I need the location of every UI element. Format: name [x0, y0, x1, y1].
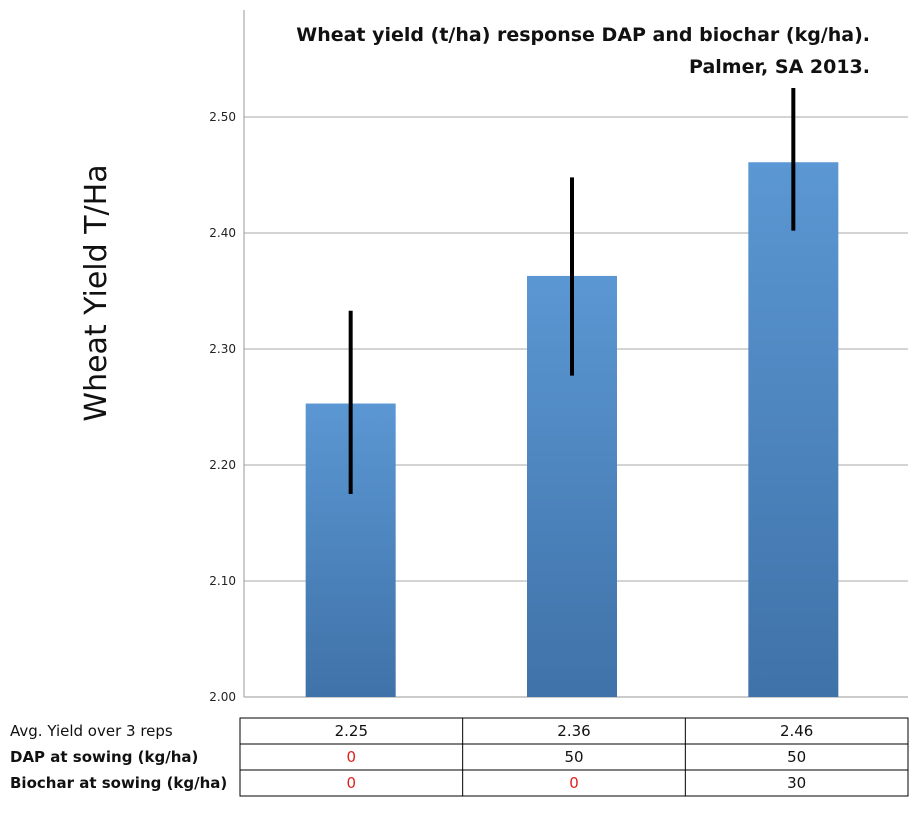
table-cell-value: 2.36 [557, 722, 590, 740]
table-row-label: Biochar at sowing (kg/ha) [10, 774, 227, 792]
table-row-label: Avg. Yield over 3 reps [10, 722, 173, 740]
y-tick-label: 2.00 [209, 690, 236, 704]
table-cell-value: 50 [787, 748, 806, 766]
chart-title-line-2: Palmer, SA 2013. [689, 56, 870, 78]
y-tick-label: 2.30 [209, 342, 236, 356]
table-cell-value: 0 [347, 748, 357, 766]
data-table-border [239, 717, 909, 797]
table-cell-value: 0 [347, 774, 357, 792]
y-axis-title: Wheat Yield T/Ha [79, 164, 114, 421]
table-row-label: DAP at sowing (kg/ha) [10, 748, 198, 766]
y-tick-label: 2.20 [209, 458, 236, 472]
table-cell-value: 0 [569, 774, 579, 792]
chart-title-line-1: Wheat yield (t/ha) response DAP and bioc… [296, 24, 870, 46]
y-tick-label: 2.40 [209, 226, 236, 240]
table-cell-value: 50 [564, 748, 583, 766]
table-cell-value: 2.25 [335, 722, 368, 740]
table-cell-value: 2.46 [780, 722, 813, 740]
table-cell-value: 30 [787, 774, 806, 792]
y-tick-label: 2.50 [209, 110, 236, 124]
y-tick-label: 2.10 [209, 574, 236, 588]
bar [748, 162, 839, 698]
